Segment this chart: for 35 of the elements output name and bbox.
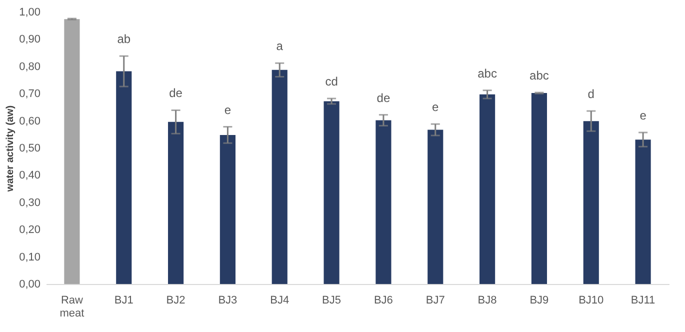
annotation: e [640,108,647,122]
x-tick-label: BJ9 [530,294,549,306]
annotation: de [169,86,183,100]
annotation: ab [117,32,131,46]
annotation: cd [325,74,338,88]
y-tick-label: 0,50 [19,142,40,154]
x-tick-label: BJ7 [426,294,445,306]
annotation: e [224,102,232,117]
x-tick-label: BJ5 [322,294,342,306]
annotation: d [588,87,594,102]
y-tick-label: 0,20 [19,224,40,236]
x-tick-label: BJ8 [478,294,497,306]
annotation: e [432,100,440,114]
annotation: abc [478,66,497,80]
x-tick-label: BJ10 [578,294,604,306]
x-tick-label: BJ1 [114,294,134,306]
annotation: a [276,39,284,54]
y-tick-label: 0,60 [19,115,40,128]
y-tick-label: 0,40 [19,170,40,182]
y-axis-title: water activity (aw) [5,105,16,193]
y-tick-label: 0,30 [19,196,40,209]
x-tick-label: BJ3 [218,294,238,306]
y-tick-label: 0,90 [19,34,40,46]
y-tick-label: 0,80 [19,60,40,73]
x-tick-label: BJ2 [166,294,186,306]
x-tick-label: BJ11 [630,294,656,306]
x-tick-label: BJ6 [374,294,393,306]
y-tick-label: 1,00 [19,6,40,18]
annotation: de [376,90,390,105]
x-tick-label: BJ4 [270,294,290,306]
y-tick-label: 0,70 [19,88,40,100]
y-tick-label: 0,10 [19,251,40,264]
annotation: abc [530,68,549,83]
x-tick-label: Raw meat [60,294,84,320]
y-tick-label: 0,00 [19,278,40,290]
